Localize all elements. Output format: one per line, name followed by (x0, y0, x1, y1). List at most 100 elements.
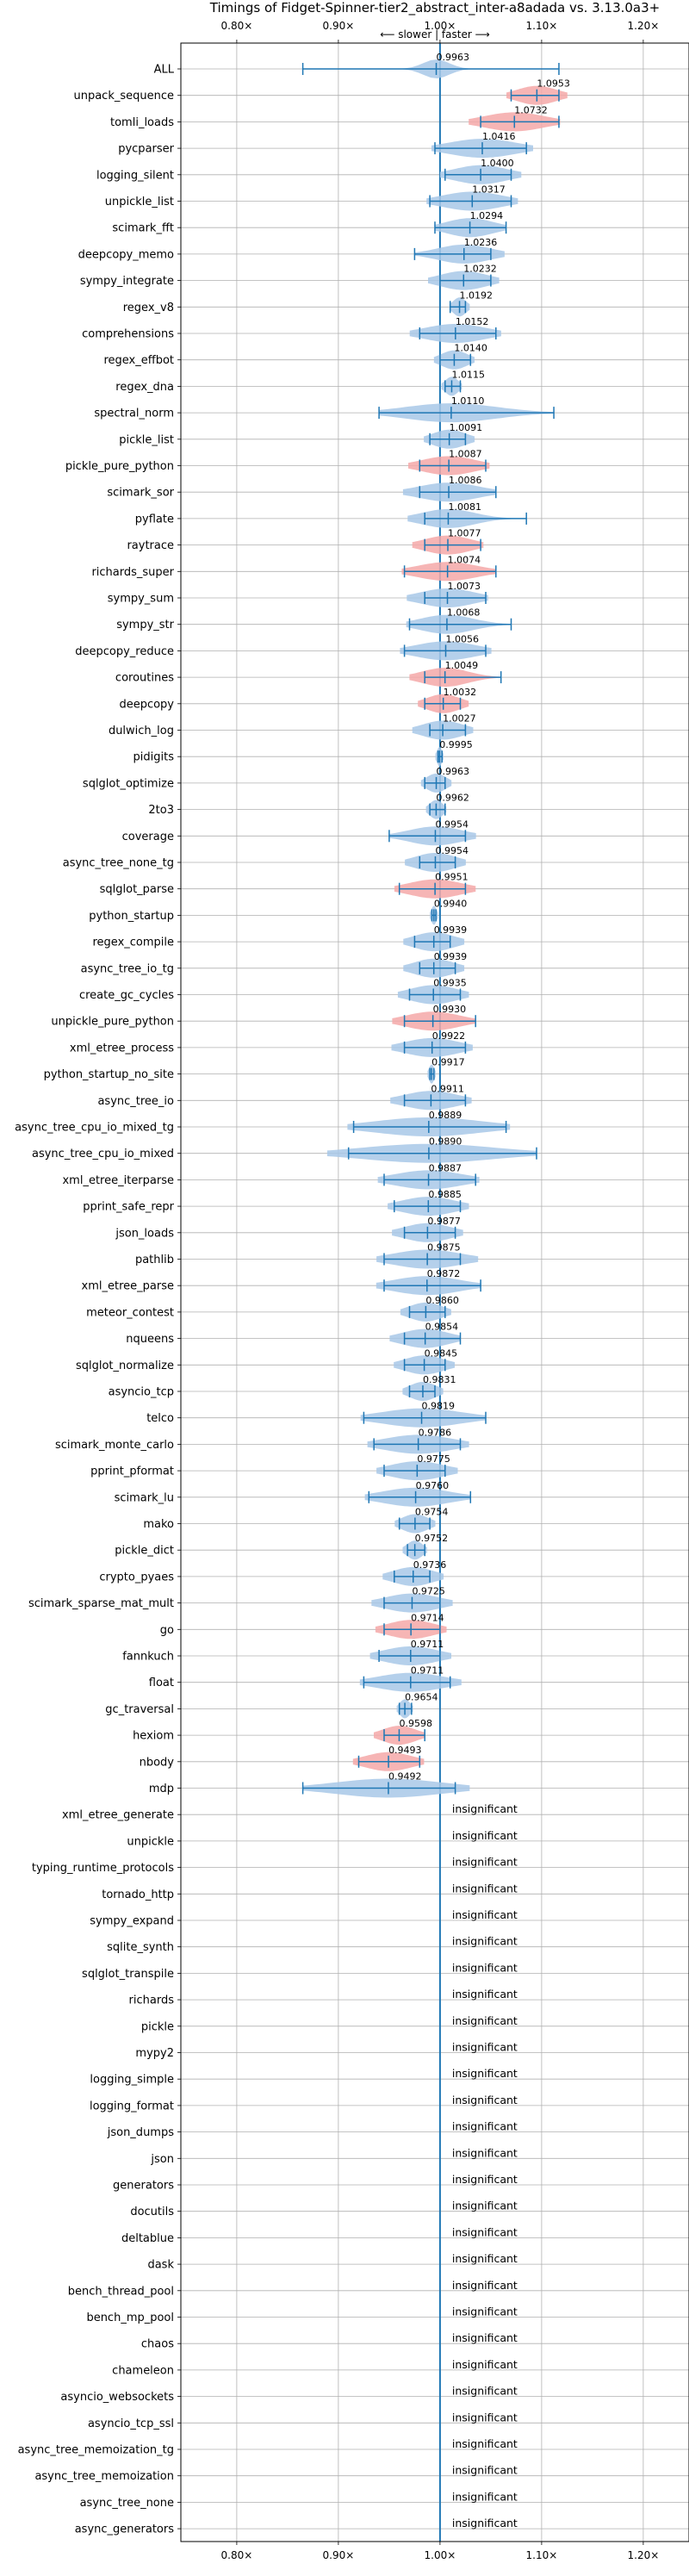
plot-frame (180, 42, 689, 2542)
chart-title: Timings of Fidget-Spinner-tier2_abstract… (209, 0, 660, 16)
insignificant-label: insignificant (452, 1935, 518, 1948)
benchmark-label: nqueens (126, 1333, 174, 1346)
insignificant-label: insignificant (452, 2331, 518, 2344)
insignificant-label: insignificant (452, 2305, 518, 2318)
benchmark-label: meteor_contest (86, 1306, 174, 1319)
x-tick-label-bottom: 1.20× (628, 2549, 660, 2561)
benchmark-label: crypto_pyaes (99, 1571, 174, 1584)
benchmark-label: tornado_http (102, 1888, 174, 1901)
benchmark-label: fannkuch (122, 1651, 174, 1664)
benchmark-label: unpickle_list (105, 196, 174, 208)
value-label: 1.0236 (464, 237, 498, 248)
value-label: 0.9885 (428, 1189, 461, 1200)
value-label: 0.9711 (411, 1639, 444, 1650)
value-label: 0.9939 (434, 951, 468, 962)
benchmark-label: deepcopy (119, 698, 174, 711)
benchmark-label: sqlglot_optimize (83, 777, 174, 790)
benchmark-label: regex_effbot (103, 354, 174, 367)
value-label: 1.0232 (463, 264, 497, 275)
benchmark-label: json_loads (115, 1227, 174, 1240)
benchmark-label: scimark_sor (107, 487, 174, 500)
value-label: 0.9775 (417, 1453, 450, 1465)
benchmark-label: float (149, 1677, 174, 1689)
value-label: 1.0086 (449, 475, 482, 486)
insignificant-label: insignificant (452, 1829, 518, 1842)
benchmark-label: json_dumps (107, 2126, 174, 2139)
value-label: 1.0091 (450, 422, 483, 433)
benchmark-label: generators (113, 2180, 174, 2193)
value-label: 1.0416 (482, 131, 516, 142)
insignificant-label: insignificant (452, 2225, 518, 2238)
value-label: 1.0400 (481, 158, 514, 169)
x-tick-label-bottom: 0.90× (323, 2549, 355, 2561)
value-label: 0.9714 (411, 1612, 444, 1623)
benchmark-label: xml_etree_process (70, 1042, 174, 1055)
benchmark-label: scimark_sparse_mat_mult (28, 1597, 174, 1610)
insignificant-label: insignificant (452, 1908, 518, 1921)
insignificant-label: insignificant (452, 2041, 518, 2054)
value-label: 1.0110 (451, 395, 485, 407)
benchmark-label: spectral_norm (94, 408, 174, 420)
value-label: 0.9890 (429, 1136, 462, 1148)
benchmark-label: nbody (140, 1756, 175, 1769)
benchmark-label: regex_compile (92, 936, 174, 949)
benchmark-label: bench_mp_pool (86, 2312, 174, 2324)
benchmark-label: gc_traversal (105, 1703, 174, 1716)
insignificant-label: insignificant (452, 2464, 518, 2477)
benchmark-label: docutils (130, 2206, 174, 2218)
benchmark-label: async_tree_memoization_tg (18, 2444, 174, 2457)
insignificant-label: insignificant (452, 1856, 518, 1869)
value-label: 1.0081 (448, 501, 481, 513)
benchmark-label: telco (146, 1412, 174, 1425)
x-tick-label-top: 1.10× (526, 20, 558, 32)
benchmark-label: regex_dna (115, 381, 174, 394)
benchmark-label: pickle_list (119, 433, 174, 446)
benchmark-label: unpickle (127, 1835, 174, 1848)
value-label: 1.0152 (456, 316, 489, 327)
value-label: 0.9889 (429, 1110, 462, 1121)
benchmark-label: logging_format (90, 2100, 174, 2112)
value-label: 0.9911 (431, 1083, 464, 1094)
benchmark-label: python_startup (89, 910, 174, 923)
benchmark-label: ALL (154, 64, 175, 77)
benchmark-label: create_gc_cycles (79, 989, 174, 1002)
benchmark-label: coverage (122, 831, 174, 843)
benchmark-label: xml_etree_generate (62, 1809, 174, 1822)
benchmark-label: mako (143, 1518, 174, 1531)
benchmark-label: pprint_safe_repr (83, 1201, 174, 1214)
benchmark-label: 2to3 (148, 804, 174, 817)
benchmark-label: coroutines (115, 672, 174, 685)
insignificant-label: insignificant (452, 1882, 518, 1895)
benchmark-label: regex_v8 (123, 302, 174, 314)
value-label: 1.0953 (537, 78, 570, 90)
insignificant-label: insignificant (452, 2385, 518, 2398)
insignificant-label: insignificant (452, 1988, 518, 2000)
benchmark-label: pickle_dict (115, 1545, 174, 1558)
value-label: 1.0027 (443, 713, 476, 725)
value-label: 0.9954 (435, 818, 469, 830)
benchmark-label: pathlib (135, 1254, 174, 1266)
benchmark-label: sqlglot_normalize (76, 1360, 174, 1372)
insignificant-label: insignificant (452, 2411, 518, 2424)
insignificant-label: insignificant (452, 2490, 518, 2503)
benchmark-label: python_startup_no_site (44, 1068, 174, 1081)
insignificant-label: insignificant (452, 2146, 518, 2159)
benchmark-label: async_tree_none (80, 2497, 174, 2510)
x-tick-label-top: 1.00× (425, 20, 456, 32)
x-tick-label-bottom: 1.10× (526, 2549, 558, 2561)
benchmark-label: sympy_sum (108, 593, 174, 606)
benchmark-label: richards (129, 1994, 175, 2007)
value-label: 0.9725 (412, 1586, 445, 1597)
value-label: 0.9872 (427, 1268, 461, 1279)
x-tick-label-top: 0.80× (221, 20, 253, 32)
value-label: 0.9887 (429, 1162, 462, 1173)
benchmark-label: chameleon (112, 2364, 174, 2377)
benchmark-label: json (150, 2153, 174, 2166)
benchmark-label: asyncio_tcp_ssl (88, 2417, 174, 2430)
benchmark-label: unpickle_pure_python (51, 1016, 174, 1029)
value-label: 1.0140 (454, 343, 487, 354)
value-label: 1.0049 (445, 660, 479, 671)
value-label: 0.9854 (425, 1322, 459, 1333)
chart-marks: 0.9963 1.0953 1.0732 1.0416 1.0400 1.0317 1.02… (301, 43, 570, 2542)
